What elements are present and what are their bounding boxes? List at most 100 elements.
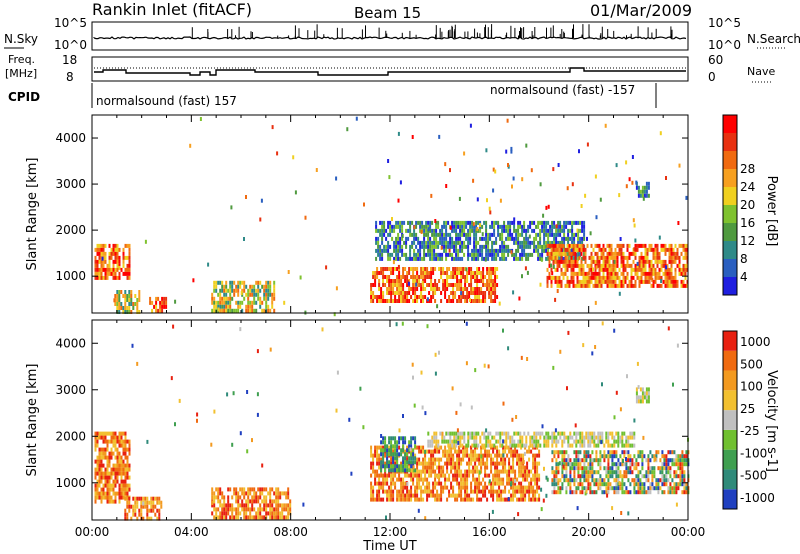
velocity-cell	[239, 503, 242, 508]
velocity-cell	[412, 473, 415, 478]
velocity-cell	[639, 399, 642, 404]
velocity-cell	[261, 515, 264, 520]
velocity-cell	[110, 471, 113, 476]
power-cell	[492, 279, 495, 283]
velocity-cell	[219, 515, 222, 520]
velocity-cell	[637, 399, 640, 404]
power-cell	[396, 275, 399, 279]
velocity-cell	[402, 493, 405, 498]
velocity-cell	[518, 469, 521, 474]
power-cell	[227, 296, 230, 301]
velocity-cell	[591, 478, 594, 483]
velocity-cell	[493, 435, 496, 440]
velocity-cell	[134, 500, 137, 505]
velocity-cell	[685, 486, 688, 491]
power-cell	[476, 267, 479, 271]
power-speck	[507, 163, 509, 167]
power-cell	[215, 300, 218, 305]
velocity-cell	[671, 450, 674, 455]
power-cell	[674, 271, 677, 276]
velocity-cell	[533, 439, 536, 444]
power-speck	[521, 274, 523, 279]
velocity-cell	[643, 490, 646, 495]
power-cell	[448, 299, 451, 303]
power-cell	[453, 248, 456, 253]
velocity-cell	[424, 477, 427, 482]
power-cell	[384, 275, 387, 279]
velocity-cell	[462, 497, 465, 502]
velocity-cell	[447, 443, 450, 448]
power-cell	[604, 263, 607, 268]
power-cell	[676, 283, 679, 288]
velocity-cell	[579, 435, 582, 440]
power-speck	[407, 281, 410, 286]
velocity-cell	[116, 451, 119, 456]
power-cell	[656, 251, 659, 256]
velocity-cell	[237, 507, 240, 512]
power-cell	[636, 247, 639, 252]
power-cell	[576, 279, 579, 284]
power-cell	[616, 243, 619, 248]
velocity-cell	[484, 473, 487, 478]
velocity-cell	[408, 460, 411, 465]
velocity-cell	[530, 489, 533, 494]
power-speck	[618, 291, 621, 296]
velocity-cell	[571, 435, 574, 440]
velocity-cell	[458, 449, 461, 454]
power-cell	[444, 295, 447, 299]
power-cell	[584, 255, 587, 260]
power-speck	[436, 304, 439, 309]
nsearch-label: N.Search	[747, 32, 800, 46]
velocity-cell	[478, 477, 481, 482]
velocity-cell	[398, 464, 401, 469]
velocity-cell	[657, 478, 660, 483]
velocity-cell	[416, 485, 419, 490]
velocity-cell	[396, 493, 399, 498]
power-cell	[411, 232, 414, 237]
power-cell	[474, 275, 477, 279]
velocity-cell	[96, 439, 99, 444]
power-cell	[545, 232, 548, 237]
velocity-speck	[491, 509, 494, 514]
power-cell	[409, 244, 412, 249]
power-speck	[512, 290, 515, 295]
power-cell	[413, 236, 416, 241]
power-cell	[639, 189, 642, 194]
velocity-cell	[464, 489, 467, 494]
velocity-cell	[124, 516, 127, 521]
power-cell	[459, 232, 462, 237]
power-cell	[676, 251, 679, 256]
velocity-cell	[665, 462, 668, 467]
velocity-cell	[372, 457, 375, 462]
velocity-cell	[414, 453, 417, 458]
velocity-cell	[528, 485, 531, 490]
power-cell	[458, 267, 461, 271]
power-cell	[466, 295, 469, 299]
power-cell	[594, 267, 597, 272]
velocity-cell	[519, 439, 522, 444]
velocity-cell	[402, 464, 405, 469]
velocity-heatmap	[94, 321, 690, 521]
velocity-cell	[617, 490, 620, 495]
power-cell	[477, 256, 480, 261]
power-cell	[676, 255, 679, 260]
velocity-cell	[456, 453, 459, 458]
power-cell	[449, 244, 452, 249]
power-cell	[660, 267, 663, 272]
velocity-cell	[609, 482, 612, 487]
power-cell	[523, 252, 526, 257]
power-cell	[519, 232, 522, 237]
velocity-cell	[420, 485, 423, 490]
velocity-cell	[428, 481, 431, 486]
power-cell	[453, 220, 456, 225]
velocity-cell	[661, 450, 664, 455]
velocity-cell	[677, 466, 680, 471]
velocity-cell	[382, 481, 385, 486]
velocity-cell	[595, 470, 598, 475]
velocity-cell	[557, 486, 560, 491]
power-cell	[441, 236, 444, 241]
power-cell	[434, 283, 437, 287]
velocity-cell	[449, 435, 452, 440]
velocity-cell	[561, 474, 564, 479]
power-cell	[559, 228, 562, 233]
